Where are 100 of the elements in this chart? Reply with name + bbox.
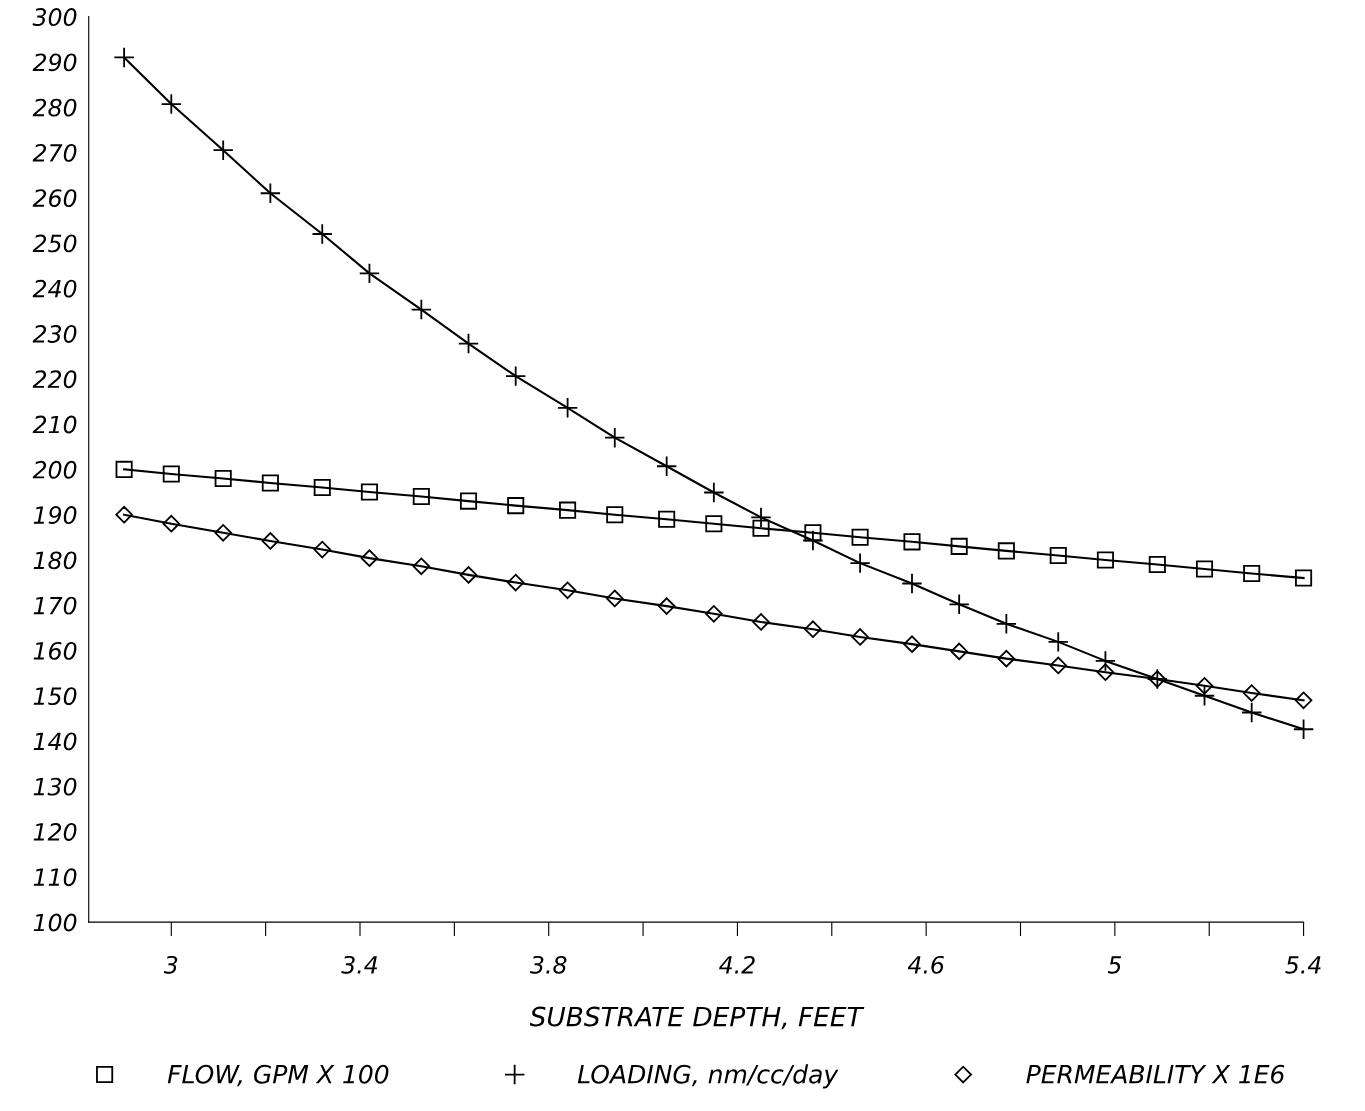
point bbox=[1094, 650, 1117, 672]
point bbox=[997, 649, 1016, 668]
point bbox=[606, 506, 624, 524]
y-tick-label: 230 bbox=[32, 325, 77, 343]
point bbox=[1241, 701, 1263, 724]
y-tick-label: 220 bbox=[32, 370, 77, 389]
point bbox=[1195, 560, 1214, 578]
point bbox=[1096, 663, 1115, 681]
point bbox=[113, 46, 135, 69]
point bbox=[705, 605, 723, 623]
x-tick-label: 4.6 bbox=[907, 955, 944, 974]
point bbox=[507, 497, 525, 515]
point bbox=[1148, 555, 1166, 574]
y-tick-label: 190 bbox=[33, 506, 77, 524]
point bbox=[559, 501, 577, 519]
point bbox=[657, 597, 676, 615]
y-tick-label: 280 bbox=[32, 98, 77, 117]
point bbox=[358, 262, 381, 284]
point bbox=[1242, 684, 1261, 702]
x-tick-label: 5 bbox=[1107, 956, 1122, 974]
point bbox=[212, 139, 234, 161]
point bbox=[606, 589, 624, 608]
point bbox=[162, 465, 180, 483]
y-tick-label: 290 bbox=[32, 53, 77, 72]
point bbox=[261, 474, 279, 492]
point bbox=[705, 515, 723, 533]
y-tick-label: 300 bbox=[32, 8, 77, 26]
point bbox=[313, 478, 331, 497]
x-tick-label: 3.4 bbox=[341, 955, 378, 974]
point bbox=[995, 613, 1017, 635]
point bbox=[656, 455, 678, 477]
point bbox=[1195, 677, 1214, 695]
y-tick-label: 240 bbox=[32, 279, 77, 298]
y-tick-label: 140 bbox=[33, 732, 77, 751]
point bbox=[849, 552, 871, 574]
legend-label: PERMEABILITY X 1E6 bbox=[1026, 1064, 1285, 1084]
point bbox=[214, 469, 232, 487]
x-tick-label: 4.2 bbox=[719, 955, 755, 974]
point bbox=[1096, 551, 1114, 569]
point bbox=[1295, 569, 1313, 587]
point bbox=[997, 542, 1015, 560]
x-tick-label: 3 bbox=[163, 955, 178, 974]
point bbox=[412, 488, 430, 506]
point bbox=[311, 223, 333, 245]
y-tick-label: 100 bbox=[33, 913, 77, 932]
x-axis-title: SUBSTRATE DEPTH, FEET bbox=[529, 1006, 865, 1030]
point bbox=[752, 519, 770, 537]
point bbox=[457, 332, 480, 355]
y-tick-label: 200 bbox=[32, 460, 77, 479]
y-tick-label: 250 bbox=[32, 234, 77, 253]
point bbox=[558, 581, 577, 600]
point bbox=[851, 628, 869, 646]
point bbox=[1047, 631, 1069, 653]
point bbox=[459, 492, 478, 510]
x-tick-label: 3.8 bbox=[529, 955, 567, 974]
point bbox=[750, 506, 772, 529]
point bbox=[261, 532, 280, 550]
point bbox=[360, 549, 379, 567]
point bbox=[1294, 691, 1313, 710]
y-tick-label: 150 bbox=[33, 687, 77, 706]
y-tick-label: 210 bbox=[32, 415, 77, 434]
point bbox=[1049, 546, 1067, 564]
point bbox=[410, 298, 432, 321]
point bbox=[556, 397, 579, 419]
point bbox=[903, 635, 921, 653]
point bbox=[903, 533, 921, 551]
point bbox=[214, 524, 232, 542]
point bbox=[1243, 564, 1261, 583]
point bbox=[950, 537, 968, 555]
y-tick-label: 270 bbox=[32, 143, 77, 162]
point bbox=[950, 642, 968, 661]
point bbox=[1193, 685, 1216, 707]
point bbox=[160, 93, 182, 115]
point bbox=[259, 182, 281, 204]
legend-label: FLOW, GPM X 100 bbox=[167, 1064, 389, 1087]
point bbox=[851, 528, 869, 546]
point bbox=[752, 613, 770, 631]
point bbox=[804, 620, 822, 638]
point bbox=[703, 481, 725, 504]
x-tick-label: 5.4 bbox=[1285, 956, 1321, 974]
point bbox=[313, 540, 332, 559]
point bbox=[604, 427, 626, 449]
point bbox=[412, 557, 431, 576]
y-tick-label: 170 bbox=[33, 596, 77, 615]
y-tick-label: 110 bbox=[33, 868, 77, 887]
point bbox=[162, 514, 181, 533]
point bbox=[901, 572, 923, 595]
y-tick-label: 160 bbox=[33, 641, 77, 660]
y-tick-label: 130 bbox=[33, 777, 77, 796]
point bbox=[658, 510, 676, 528]
y-tick-label: 120 bbox=[33, 823, 77, 841]
point bbox=[804, 524, 822, 542]
point bbox=[505, 365, 527, 387]
point bbox=[459, 566, 478, 584]
point bbox=[1292, 718, 1315, 740]
y-tick-label: 180 bbox=[33, 551, 77, 570]
point bbox=[360, 483, 378, 501]
point bbox=[115, 505, 133, 524]
point bbox=[948, 593, 970, 615]
legend-label: LOADING, nm/cc/day bbox=[577, 1064, 839, 1089]
